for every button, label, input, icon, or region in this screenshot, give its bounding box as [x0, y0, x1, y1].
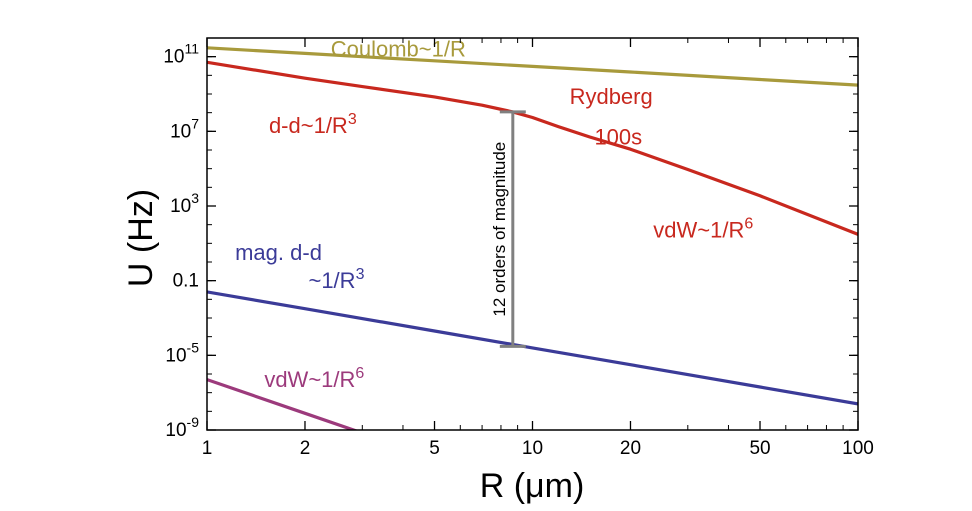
- series-line-coulomb: [207, 46, 858, 87]
- annotation-exponent: 6: [355, 365, 364, 382]
- series-layer: [207, 46, 858, 430]
- x-tick-label: 1: [202, 438, 213, 459]
- y-tick-label: 10-9: [165, 414, 199, 441]
- annotation-layer: Coulomb~1/Rd-d~1/R3Rydberg100svdW~1/R6ma…: [235, 37, 753, 392]
- y-tick-exponent: 3: [191, 190, 199, 206]
- annotation-exponent: 3: [356, 266, 365, 283]
- annotation-text: Coulomb~1/R: [331, 37, 466, 62]
- y-tick-base: 0.1: [173, 271, 199, 292]
- annotation-vdw-mag: vdW~1/R6: [264, 365, 364, 392]
- annotation-100s: 100s: [594, 124, 642, 149]
- annotation-text: vdW~1/R: [653, 218, 744, 243]
- annotation-mag-dd: mag. d-d: [235, 240, 322, 265]
- annotation-vdw-ryd: vdW~1/R6: [653, 216, 753, 243]
- y-tick-label: 10-5: [165, 339, 199, 366]
- annotation-text: d-d~1/R: [269, 113, 348, 138]
- y-tick-base: 10: [165, 345, 186, 366]
- x-tick-label: 20: [620, 438, 641, 459]
- y-tick-base: 10: [163, 47, 184, 68]
- y-tick-exponent: 11: [184, 41, 199, 57]
- x-tick-label: 2: [300, 438, 311, 459]
- y-tick-base: 10: [170, 196, 191, 217]
- x-axis-label: R (μm): [480, 467, 585, 505]
- annotation-text: ~1/R: [308, 268, 355, 293]
- x-tick-label: 5: [429, 438, 440, 459]
- series-line-rydberg: [207, 60, 858, 236]
- x-tick-label: 100: [842, 438, 874, 459]
- annotation-text: vdW~1/R: [264, 367, 355, 392]
- series-line-magnetic-vdw: [207, 378, 359, 430]
- annotation-rydberg: Rydberg: [570, 84, 653, 109]
- annotation-dd: d-d~1/R3: [269, 111, 357, 138]
- annotation-exponent: 6: [744, 216, 753, 233]
- y-tick-base: 10: [165, 420, 186, 441]
- y-tick-label: 0.1: [173, 271, 199, 292]
- x-tick-label: 10: [522, 438, 543, 459]
- annotation-mag-dd-2: ~1/R3: [308, 266, 364, 293]
- annotation-coulomb: Coulomb~1/R: [331, 37, 466, 62]
- y-tick-label: 1011: [163, 41, 199, 68]
- y-tick-label: 107: [170, 115, 199, 142]
- y-axis-label: U (Hz): [122, 189, 160, 287]
- annotation-exponent: 3: [348, 111, 357, 128]
- y-tick-exponent: -9: [187, 414, 200, 430]
- magnitude-bar-label: 12 orders of magnitude: [490, 142, 509, 317]
- y-tick-exponent: -5: [187, 339, 200, 355]
- annotation-text: 100s: [594, 124, 642, 149]
- series-line-magnetic-dd: [207, 290, 858, 406]
- x-tick-label: 50: [749, 438, 770, 459]
- y-tick-base: 10: [170, 121, 191, 142]
- annotation-text: mag. d-d: [235, 240, 322, 265]
- y-tick-label: 103: [170, 190, 199, 217]
- y-tick-exponent: 7: [191, 115, 199, 131]
- magnitude-bar-layer: 12 orders of magnitude: [490, 110, 526, 348]
- annotation-text: Rydberg: [570, 84, 653, 109]
